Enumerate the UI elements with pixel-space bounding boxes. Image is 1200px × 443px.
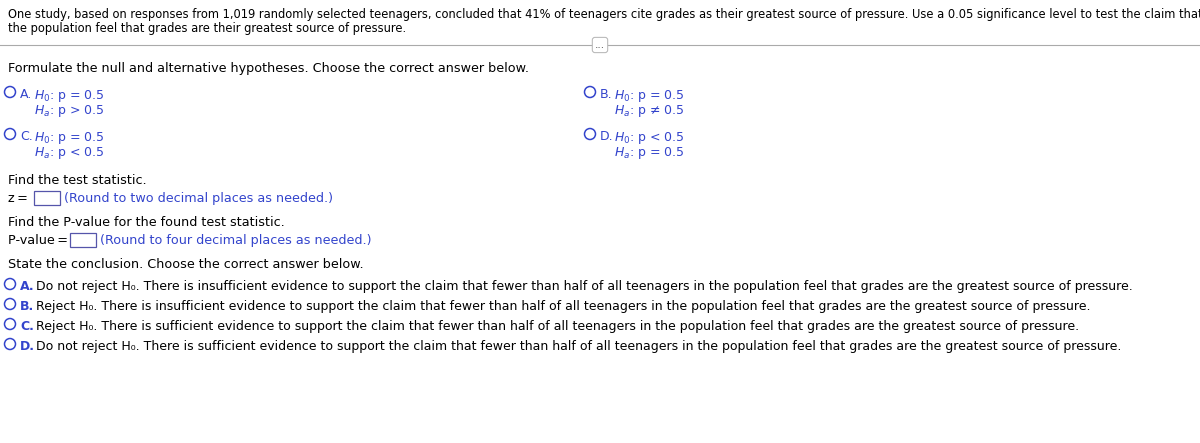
Text: $H_0$: p = 0.5: $H_0$: p = 0.5 bbox=[34, 130, 104, 146]
Text: $H_a$: p ≠ 0.5: $H_a$: p ≠ 0.5 bbox=[614, 103, 684, 119]
Text: $H_0$: p = 0.5: $H_0$: p = 0.5 bbox=[614, 88, 685, 104]
Text: $H_a$: p < 0.5: $H_a$: p < 0.5 bbox=[34, 145, 104, 161]
Text: $H_0$: p < 0.5: $H_0$: p < 0.5 bbox=[614, 130, 685, 146]
Text: (Round to two decimal places as needed.): (Round to two decimal places as needed.) bbox=[64, 192, 334, 205]
Text: $H_a$: p > 0.5: $H_a$: p > 0.5 bbox=[34, 103, 104, 119]
Text: D.: D. bbox=[20, 340, 35, 353]
Text: D.: D. bbox=[600, 130, 613, 143]
Text: $H_a$: p = 0.5: $H_a$: p = 0.5 bbox=[614, 145, 684, 161]
FancyBboxPatch shape bbox=[70, 233, 96, 247]
Text: A.: A. bbox=[20, 280, 35, 293]
Text: Do not reject H₀. There is insufficient evidence to support the claim that fewer: Do not reject H₀. There is insufficient … bbox=[36, 280, 1133, 293]
Text: (Round to four decimal places as needed.): (Round to four decimal places as needed.… bbox=[100, 234, 372, 247]
Text: B.: B. bbox=[600, 88, 613, 101]
Text: C.: C. bbox=[20, 130, 32, 143]
Text: z =: z = bbox=[8, 192, 30, 205]
Text: A.: A. bbox=[20, 88, 32, 101]
Text: C.: C. bbox=[20, 320, 34, 333]
Text: ...: ... bbox=[595, 40, 605, 50]
Text: B.: B. bbox=[20, 300, 35, 313]
FancyBboxPatch shape bbox=[34, 191, 60, 205]
Text: Formulate the null and alternative hypotheses. Choose the correct answer below.: Formulate the null and alternative hypot… bbox=[8, 62, 529, 75]
Text: Find the P-value for the found test statistic.: Find the P-value for the found test stat… bbox=[8, 216, 284, 229]
Text: Do not reject H₀. There is sufficient evidence to support the claim that fewer t: Do not reject H₀. There is sufficient ev… bbox=[36, 340, 1121, 353]
Text: $H_0$: p = 0.5: $H_0$: p = 0.5 bbox=[34, 88, 104, 104]
Text: One study, based on responses from 1,019 randomly selected teenagers, concluded : One study, based on responses from 1,019… bbox=[8, 8, 1200, 21]
Text: Reject H₀. There is insufficient evidence to support the claim that fewer than h: Reject H₀. There is insufficient evidenc… bbox=[36, 300, 1091, 313]
Text: State the conclusion. Choose the correct answer below.: State the conclusion. Choose the correct… bbox=[8, 258, 364, 271]
Text: Find the test statistic.: Find the test statistic. bbox=[8, 174, 146, 187]
Text: the population feel that grades are their greatest source of pressure.: the population feel that grades are thei… bbox=[8, 22, 406, 35]
Text: P-value =: P-value = bbox=[8, 234, 71, 247]
Text: Reject H₀. There is sufficient evidence to support the claim that fewer than hal: Reject H₀. There is sufficient evidence … bbox=[36, 320, 1079, 333]
